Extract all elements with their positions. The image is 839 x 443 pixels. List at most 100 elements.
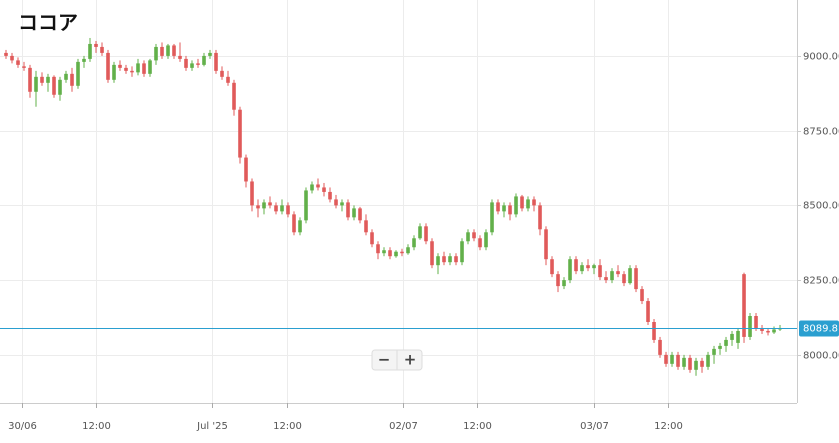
- candle-body: [754, 316, 758, 328]
- candle-body: [214, 52, 218, 71]
- candle-body: [424, 226, 428, 242]
- candle-body: [766, 330, 770, 333]
- x-tick-label: 12:00: [273, 421, 302, 432]
- candle-body: [274, 205, 278, 212]
- candle-body: [634, 268, 638, 290]
- candle-body: [370, 232, 374, 245]
- candle-body: [232, 82, 236, 110]
- candle-body: [730, 333, 734, 340]
- candle-body: [124, 67, 128, 71]
- candle-body: [22, 66, 26, 68]
- last-price-box: [799, 320, 839, 337]
- candle-body: [718, 345, 722, 349]
- zoom-controls: − +: [371, 349, 423, 371]
- candle-body: [328, 191, 332, 200]
- candle-body: [382, 250, 386, 254]
- candle-body: [604, 277, 608, 281]
- candle-body: [112, 64, 116, 80]
- candle-body: [322, 187, 326, 192]
- candle-body: [340, 202, 344, 206]
- last-price-label: 8089.81: [803, 324, 839, 335]
- candle-body: [544, 229, 548, 260]
- candle-body: [502, 205, 506, 212]
- candle-body: [262, 202, 266, 209]
- candle-body: [538, 205, 542, 230]
- candle-body: [220, 70, 224, 77]
- candle-body: [268, 202, 272, 206]
- candle-body: [640, 289, 644, 302]
- candle-body: [562, 280, 566, 287]
- candle-body: [694, 360, 698, 370]
- candle-body: [514, 196, 518, 215]
- candle-body: [658, 339, 662, 355]
- candle-body: [580, 265, 584, 272]
- zoom-out-button[interactable]: −: [378, 351, 391, 369]
- candle-body: [742, 274, 746, 337]
- candle-body: [226, 76, 230, 83]
- candle-body: [550, 259, 554, 275]
- candle-body: [292, 214, 296, 233]
- candle-body: [70, 73, 74, 86]
- candle-body: [100, 46, 104, 53]
- candle-body: [388, 250, 392, 257]
- candle-body: [472, 232, 476, 239]
- candle-body: [106, 52, 110, 80]
- zoom-in-button[interactable]: +: [404, 351, 417, 369]
- candle-body: [574, 259, 578, 272]
- y-tick-label: 8000.00: [803, 351, 839, 362]
- candle-body: [172, 45, 176, 56]
- y-tick-label: 8250.00: [803, 276, 839, 287]
- candle-body: [688, 357, 692, 370]
- candle-body: [652, 321, 656, 340]
- x-tick-label: 12:00: [654, 421, 683, 432]
- candle-body: [208, 52, 212, 56]
- candle-body: [700, 360, 704, 367]
- candle-body: [130, 70, 134, 73]
- candle-body: [82, 58, 86, 62]
- candle-body: [28, 67, 32, 92]
- candle-body: [166, 45, 170, 56]
- x-tick-label: 12:00: [82, 421, 111, 432]
- candle-body: [34, 76, 38, 92]
- candle-body: [760, 327, 764, 331]
- candle-body: [736, 330, 740, 343]
- candle-body: [442, 256, 446, 263]
- candle-body: [142, 63, 146, 74]
- chart-title: ココア: [18, 11, 78, 35]
- candle-body: [628, 268, 632, 284]
- candle-body: [646, 301, 650, 322]
- candle-body: [52, 76, 56, 95]
- x-tick-label: 02/07: [389, 421, 418, 432]
- candle-body: [148, 60, 152, 74]
- candle-body: [154, 46, 158, 61]
- candle-body: [316, 184, 320, 188]
- candle-body: [394, 251, 398, 257]
- candles: [4, 37, 782, 376]
- candle-body: [712, 348, 716, 355]
- candle-body: [592, 265, 596, 269]
- candle-body: [496, 202, 500, 212]
- candle-body: [508, 205, 512, 215]
- candle-body: [418, 226, 422, 239]
- candle-body: [304, 190, 308, 221]
- candle-body: [76, 61, 80, 86]
- candle-body: [88, 43, 92, 59]
- candle-body: [706, 354, 710, 367]
- x-tick-label: 30/06: [8, 421, 37, 432]
- candle-body: [748, 316, 752, 337]
- candle-body: [448, 256, 452, 263]
- candle-body: [466, 232, 470, 242]
- candle-body: [346, 202, 350, 218]
- candle-body: [532, 199, 536, 206]
- candle-body: [118, 64, 122, 68]
- candle-body: [400, 251, 404, 254]
- candle-body: [190, 63, 194, 68]
- candle-body: [334, 199, 338, 206]
- candle-body: [478, 238, 482, 248]
- candle-body: [568, 259, 572, 281]
- y-tick-label: 8750.00: [803, 127, 839, 138]
- candle-body: [430, 241, 434, 266]
- candle-body: [616, 271, 620, 275]
- y-tick-label: 9000.00: [803, 52, 839, 63]
